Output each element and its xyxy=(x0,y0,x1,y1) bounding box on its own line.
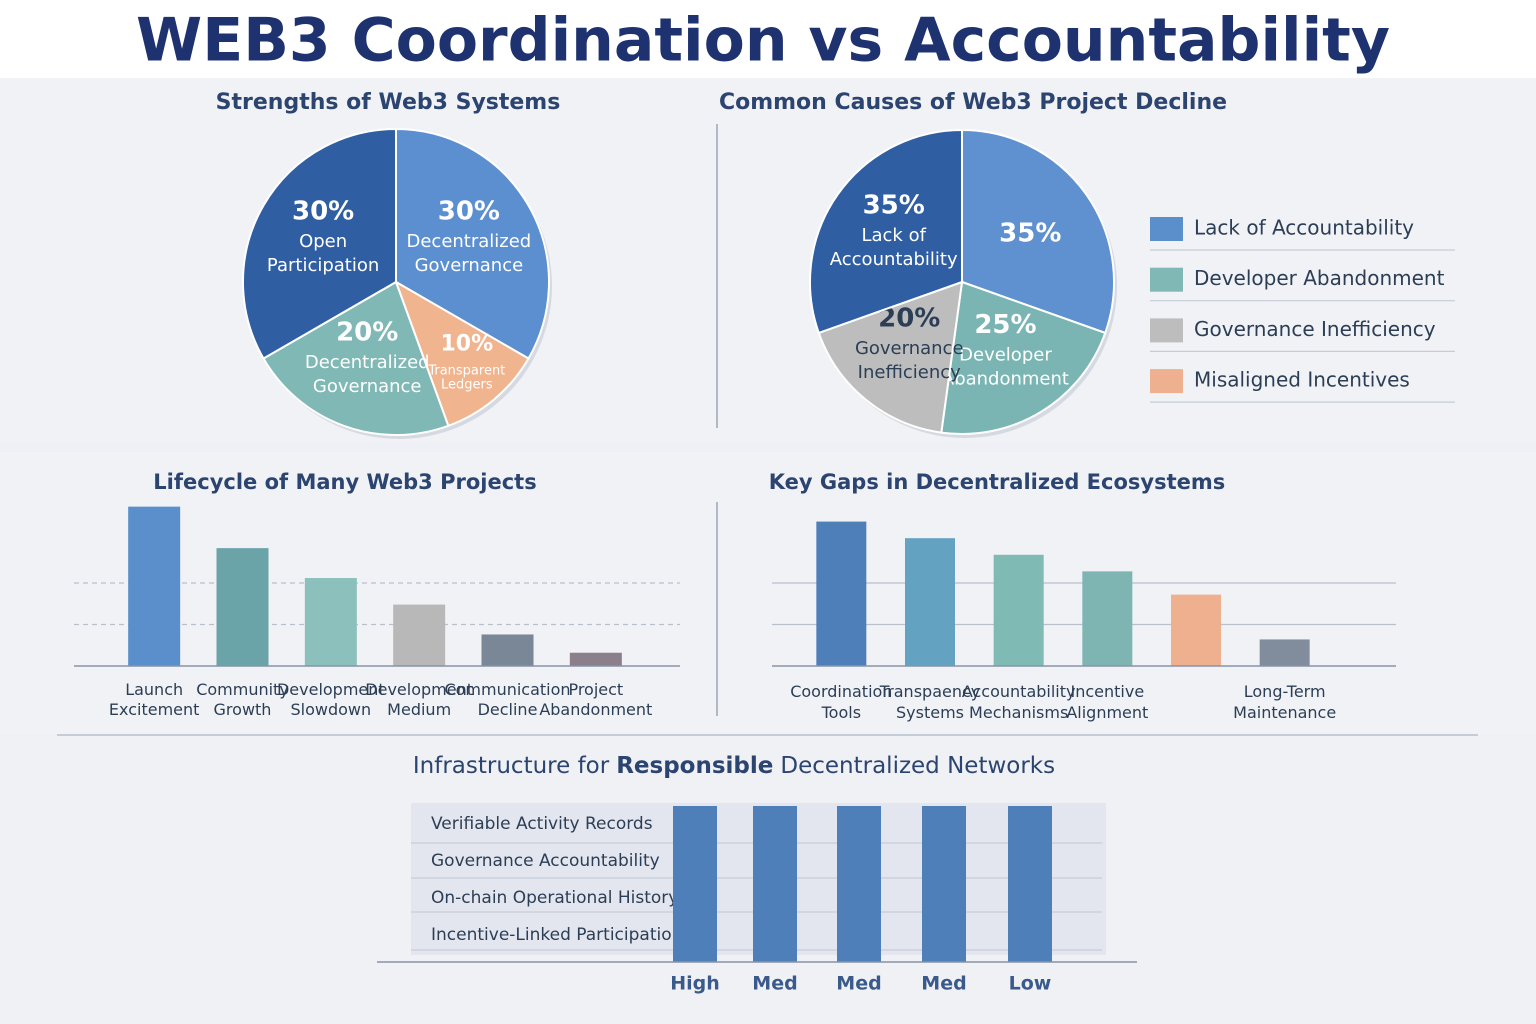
bar xyxy=(128,506,181,666)
bar xyxy=(673,806,717,962)
pie-value-label: 35% xyxy=(999,218,1061,248)
row-label: Incentive-Linked Participation xyxy=(431,925,682,945)
bar xyxy=(1082,571,1133,666)
pie-value-label: 25% xyxy=(974,310,1036,340)
chart-title: Lifecycle of Many Web3 Projects xyxy=(153,470,536,494)
chart-title: Key Gaps in Decentralized Ecosystems xyxy=(769,470,1226,494)
pie-slice xyxy=(242,127,397,360)
x-tick-label: Incentive Alignment xyxy=(1066,682,1148,722)
bar xyxy=(481,634,534,666)
row-label: On-chain Operational History xyxy=(431,888,678,908)
pie-value-label: 10% xyxy=(440,331,493,356)
bar xyxy=(1171,594,1221,666)
pie-slice-label: Open Participation xyxy=(267,231,379,276)
x-tick-label: Communication Decline xyxy=(444,680,570,719)
title-part: Responsible xyxy=(616,753,773,779)
chart-title: Common Causes of Web3 Project Decline xyxy=(719,90,1227,115)
page-title: WEB3 Coordination vs Accountability xyxy=(136,6,1390,76)
pie-value-label: 30% xyxy=(438,196,500,226)
x-tick-label: Med xyxy=(752,973,797,995)
pie-slice xyxy=(809,128,963,335)
legend-swatch xyxy=(1150,267,1183,292)
pie-slice-label: Developer Abandonment xyxy=(942,344,1069,389)
legend-label: Governance Inefficiency xyxy=(1194,317,1436,341)
pie-slice xyxy=(817,280,964,434)
bar xyxy=(1259,639,1310,666)
bar xyxy=(1008,806,1052,962)
x-tick-label: Development Medium xyxy=(365,680,473,719)
legend-label: Misaligned Incentives xyxy=(1194,368,1410,392)
x-tick-label: High xyxy=(670,973,720,995)
bar xyxy=(393,604,446,666)
title-part: Infrastructure for xyxy=(413,753,610,779)
bar xyxy=(905,538,955,666)
row-label: Governance Accountability xyxy=(431,851,660,871)
chart-title: Strengths of Web3 Systems xyxy=(216,90,561,115)
pie-slice-label: Transparent Ledgers xyxy=(427,363,505,392)
x-tick-label: Community Growth xyxy=(196,680,289,719)
pie-slice xyxy=(262,280,450,436)
bar xyxy=(837,806,881,962)
pie-slice-label: Decentralized Governance xyxy=(305,352,430,397)
bar xyxy=(304,578,357,666)
pie-slice xyxy=(940,280,1107,435)
legend-swatch xyxy=(1150,369,1183,394)
pie-slice xyxy=(394,279,530,428)
bar xyxy=(993,554,1044,666)
chart-title: Infrastructure for Responsible Decentraliz… xyxy=(413,753,1055,779)
bar xyxy=(922,806,966,962)
legend-label: Developer Abandonment xyxy=(1194,266,1445,290)
x-tick-label: Long-Term Maintenance xyxy=(1233,682,1336,722)
pie-value-label: 20% xyxy=(336,318,398,348)
x-tick-label: Accountability Mechanisms xyxy=(962,682,1076,722)
x-tick-label: Med xyxy=(921,973,966,995)
pie-slice-label: Lack of Accountability xyxy=(830,225,958,270)
bar xyxy=(753,806,797,962)
pie-value-label: 35% xyxy=(863,190,925,220)
legend-swatch xyxy=(1150,217,1183,241)
title-band xyxy=(0,0,1536,78)
pie-slice-label: Governance Inefficiency xyxy=(855,338,964,383)
x-tick-label: Development Slowdown xyxy=(277,680,385,719)
x-tick-label: Low xyxy=(1009,973,1052,995)
pie-slice xyxy=(395,127,550,360)
x-tick-label: Med xyxy=(836,973,881,995)
legend-label: Lack of Accountability xyxy=(1194,216,1414,240)
bar xyxy=(569,652,622,666)
bar xyxy=(216,548,269,666)
x-tick-label: Coordination Tools xyxy=(790,682,892,722)
row-label: Verifiable Activity Records xyxy=(431,814,653,834)
x-tick-label: Launch Excitement xyxy=(109,680,200,719)
legend-swatch xyxy=(1150,318,1183,343)
pie-value-label: 30% xyxy=(292,196,354,226)
title-part: Decentralized Networks xyxy=(780,753,1055,779)
bar xyxy=(816,521,867,666)
x-tick-label: Project Abandonment xyxy=(539,680,652,719)
pie-slice-label: Decentralized Governance xyxy=(406,231,531,276)
pie-slice xyxy=(961,128,1115,335)
x-tick-label: Transpaency Systems xyxy=(879,682,981,722)
